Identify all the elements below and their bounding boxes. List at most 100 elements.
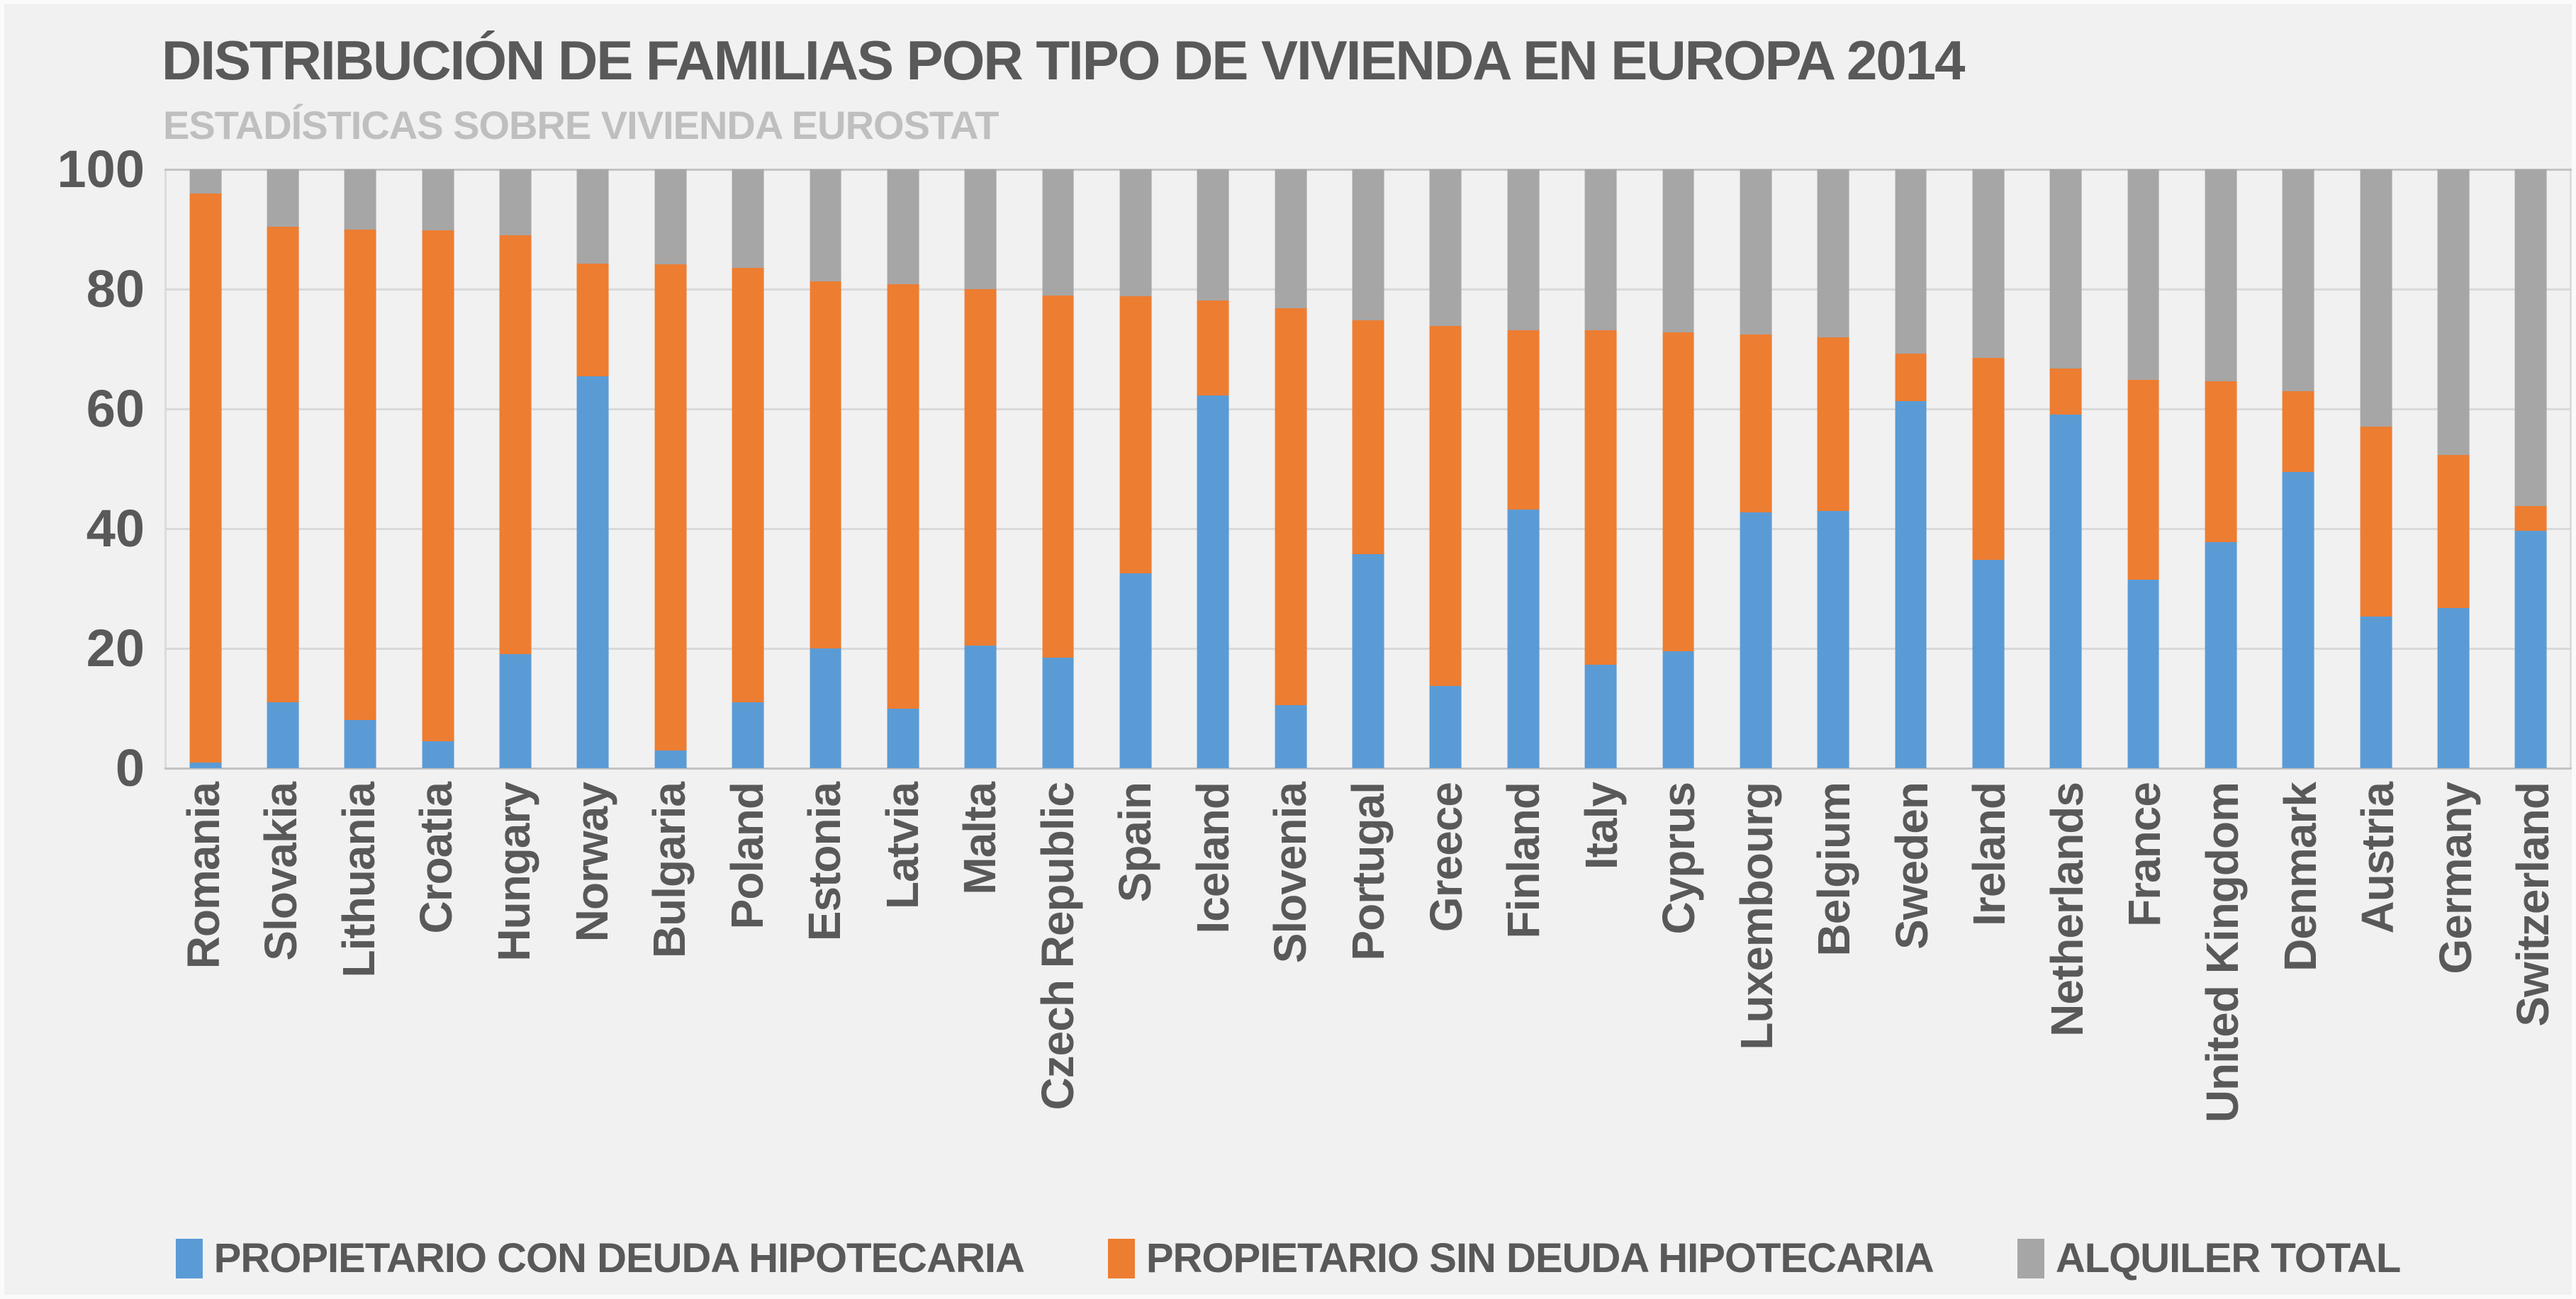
segment-propietario-sin-deuda-hipotecaria-latvia[interactable]: [887, 284, 919, 709]
segment-propietario-sin-deuda-hipotecaria-poland[interactable]: [732, 268, 764, 703]
segment-alquiler-total-romania[interactable]: [189, 169, 222, 193]
bar-spain[interactable]: [1119, 169, 1152, 768]
segment-alquiler-total-lithuania[interactable]: [344, 169, 376, 230]
segment-propietario-con-deuda-hipotecaria-italy[interactable]: [1584, 664, 1617, 768]
segment-alquiler-total-finland[interactable]: [1507, 169, 1540, 331]
segment-alquiler-total-malta[interactable]: [964, 169, 997, 290]
bar-switzerland[interactable]: [2515, 169, 2547, 768]
bar-norway[interactable]: [577, 169, 609, 768]
segment-propietario-con-deuda-hipotecaria-belgium[interactable]: [1817, 510, 1849, 768]
segment-propietario-sin-deuda-hipotecaria-czech-republic[interactable]: [1042, 296, 1075, 658]
segment-alquiler-total-denmark[interactable]: [2282, 169, 2314, 391]
segment-propietario-con-deuda-hipotecaria-luxembourg[interactable]: [1740, 512, 1772, 768]
segment-propietario-con-deuda-hipotecaria-latvia[interactable]: [887, 708, 919, 768]
segment-propietario-con-deuda-hipotecaria-czech-republic[interactable]: [1042, 657, 1075, 768]
bar-austria[interactable]: [2360, 169, 2392, 768]
segment-propietario-con-deuda-hipotecaria-spain[interactable]: [1119, 573, 1152, 768]
segment-propietario-sin-deuda-hipotecaria-france[interactable]: [2127, 379, 2160, 580]
bar-bulgaria[interactable]: [654, 169, 687, 768]
segment-propietario-sin-deuda-hipotecaria-denmark[interactable]: [2282, 390, 2314, 472]
segment-propietario-con-deuda-hipotecaria-sweden[interactable]: [1895, 401, 1927, 768]
segment-propietario-con-deuda-hipotecaria-poland[interactable]: [732, 702, 764, 768]
segment-propietario-con-deuda-hipotecaria-slovakia[interactable]: [267, 702, 299, 768]
bar-germany[interactable]: [2437, 169, 2470, 768]
segment-alquiler-total-iceland[interactable]: [1197, 169, 1229, 301]
segment-propietario-sin-deuda-hipotecaria-estonia[interactable]: [810, 281, 841, 648]
segment-propietario-con-deuda-hipotecaria-hungary[interactable]: [499, 654, 532, 768]
bar-czech-republic[interactable]: [1042, 169, 1075, 768]
segment-propietario-sin-deuda-hipotecaria-romania[interactable]: [189, 193, 222, 763]
segment-propietario-con-deuda-hipotecaria-slovenia[interactable]: [1275, 705, 1307, 768]
segment-propietario-sin-deuda-hipotecaria-portugal[interactable]: [1352, 320, 1384, 554]
segment-propietario-con-deuda-hipotecaria-malta[interactable]: [964, 645, 997, 768]
segment-propietario-sin-deuda-hipotecaria-slovakia[interactable]: [267, 227, 299, 703]
bar-finland[interactable]: [1507, 169, 1540, 768]
segment-propietario-sin-deuda-hipotecaria-iceland[interactable]: [1197, 300, 1229, 395]
segment-propietario-sin-deuda-hipotecaria-luxembourg[interactable]: [1740, 334, 1772, 513]
segment-alquiler-total-belgium[interactable]: [1817, 169, 1849, 338]
segment-propietario-sin-deuda-hipotecaria-greece[interactable]: [1430, 325, 1462, 687]
segment-propietario-sin-deuda-hipotecaria-norway[interactable]: [577, 263, 609, 376]
segment-alquiler-total-cyprus[interactable]: [1662, 169, 1694, 332]
bar-romania[interactable]: [189, 169, 222, 768]
bar-france[interactable]: [2127, 169, 2160, 768]
segment-propietario-sin-deuda-hipotecaria-sweden[interactable]: [1895, 354, 1927, 402]
bar-latvia[interactable]: [887, 169, 919, 768]
segment-propietario-con-deuda-hipotecaria-lithuania[interactable]: [344, 720, 376, 768]
segment-propietario-con-deuda-hipotecaria-bulgaria[interactable]: [654, 750, 687, 768]
bar-sweden[interactable]: [1895, 169, 1927, 768]
segment-alquiler-total-czech-republic[interactable]: [1042, 169, 1075, 296]
segment-propietario-con-deuda-hipotecaria-iceland[interactable]: [1197, 395, 1229, 768]
segment-propietario-sin-deuda-hipotecaria-italy[interactable]: [1584, 330, 1617, 665]
segment-alquiler-total-greece[interactable]: [1430, 169, 1462, 326]
segment-alquiler-total-hungary[interactable]: [499, 169, 532, 235]
bar-poland[interactable]: [732, 169, 764, 768]
bar-slovakia[interactable]: [267, 169, 299, 768]
segment-propietario-sin-deuda-hipotecaria-hungary[interactable]: [499, 235, 532, 655]
segment-propietario-sin-deuda-hipotecaria-croatia[interactable]: [422, 230, 454, 741]
segment-alquiler-total-austria[interactable]: [2360, 169, 2392, 427]
segment-alquiler-total-estonia[interactable]: [810, 169, 841, 282]
bar-hungary[interactable]: [499, 169, 532, 768]
segment-propietario-con-deuda-hipotecaria-estonia[interactable]: [810, 648, 841, 768]
segment-propietario-sin-deuda-hipotecaria-lithuania[interactable]: [344, 229, 376, 721]
segment-propietario-sin-deuda-hipotecaria-netherlands[interactable]: [2049, 368, 2082, 415]
segment-propietario-con-deuda-hipotecaria-portugal[interactable]: [1352, 553, 1384, 768]
bar-ireland[interactable]: [1972, 169, 2005, 768]
segment-alquiler-total-ireland[interactable]: [1972, 169, 2005, 359]
bar-greece[interactable]: [1430, 169, 1462, 768]
segment-propietario-con-deuda-hipotecaria-austria[interactable]: [2360, 617, 2392, 768]
legend-item-propietario-sin-deuda-hipotecaria[interactable]: PROPIETARIO SIN DEUDA HIPOTECARIA: [1107, 1235, 1934, 1282]
segment-alquiler-total-luxembourg[interactable]: [1740, 169, 1772, 335]
segment-alquiler-total-switzerland[interactable]: [2515, 169, 2547, 506]
segment-alquiler-total-germany[interactable]: [2437, 169, 2470, 456]
bar-croatia[interactable]: [422, 169, 454, 768]
segment-alquiler-total-slovenia[interactable]: [1275, 169, 1307, 309]
segment-propietario-con-deuda-hipotecaria-france[interactable]: [2127, 579, 2160, 768]
segment-propietario-con-deuda-hipotecaria-switzerland[interactable]: [2515, 530, 2547, 768]
segment-propietario-con-deuda-hipotecaria-germany[interactable]: [2437, 607, 2470, 768]
bar-lithuania[interactable]: [344, 169, 376, 768]
bar-belgium[interactable]: [1817, 169, 1849, 768]
segment-alquiler-total-bulgaria[interactable]: [654, 169, 687, 264]
segment-alquiler-total-italy[interactable]: [1584, 169, 1617, 331]
segment-propietario-sin-deuda-hipotecaria-slovenia[interactable]: [1275, 308, 1307, 706]
segment-alquiler-total-france[interactable]: [2127, 169, 2160, 380]
segment-alquiler-total-spain[interactable]: [1119, 169, 1152, 297]
segment-propietario-sin-deuda-hipotecaria-united-kingdom[interactable]: [2205, 381, 2237, 543]
segment-propietario-sin-deuda-hipotecaria-austria[interactable]: [2360, 427, 2392, 617]
bar-iceland[interactable]: [1197, 169, 1229, 768]
segment-propietario-sin-deuda-hipotecaria-germany[interactable]: [2437, 455, 2470, 608]
segment-propietario-con-deuda-hipotecaria-croatia[interactable]: [422, 741, 454, 768]
bar-united-kingdom[interactable]: [2205, 169, 2237, 768]
segment-propietario-sin-deuda-hipotecaria-spain[interactable]: [1119, 296, 1152, 574]
segment-propietario-sin-deuda-hipotecaria-cyprus[interactable]: [1662, 332, 1694, 652]
segment-propietario-con-deuda-hipotecaria-netherlands[interactable]: [2049, 415, 2082, 768]
bar-netherlands[interactable]: [2049, 169, 2082, 768]
segment-alquiler-total-latvia[interactable]: [887, 169, 919, 285]
bar-estonia[interactable]: [810, 169, 841, 768]
legend-item-alquiler-total[interactable]: ALQUILER TOTAL: [2017, 1235, 2401, 1282]
segment-alquiler-total-united-kingdom[interactable]: [2205, 169, 2237, 382]
segment-propietario-sin-deuda-hipotecaria-finland[interactable]: [1507, 330, 1540, 510]
bar-malta[interactable]: [964, 169, 997, 768]
